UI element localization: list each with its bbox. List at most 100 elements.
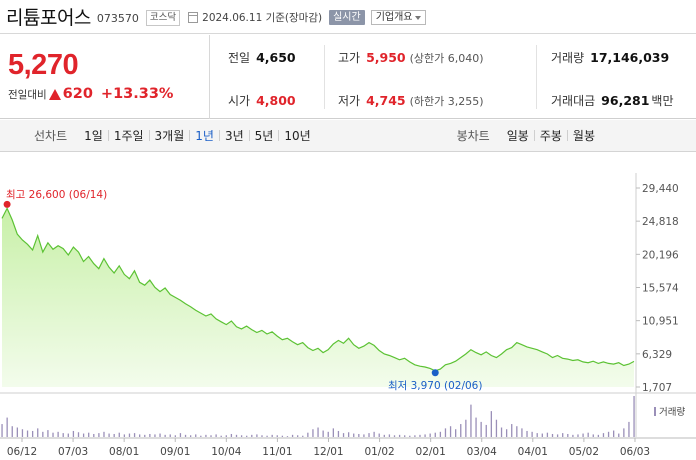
volume-bar — [398, 434, 401, 437]
volume-bar — [230, 433, 233, 437]
tab-period-1[interactable]: 1주일 — [113, 129, 144, 143]
price-box: 5,270 전일대비 620 +13.33% — [0, 35, 210, 119]
x-tick-label: 06/12 — [7, 446, 37, 458]
quote-panel: 5,270 전일대비 620 +13.33% 전일 4,650 고가 5,950… — [0, 35, 696, 119]
stat-label: 거래대금 — [551, 94, 596, 108]
volume-bar — [47, 430, 49, 437]
volume-bar — [607, 431, 610, 437]
high-label: 최고 26,600 (06/14) — [6, 189, 107, 201]
volume-bar — [189, 435, 192, 437]
volume-bar — [536, 433, 538, 437]
volume-bar — [419, 434, 421, 437]
volume-bar — [266, 435, 268, 437]
volume-bar — [455, 429, 457, 437]
realtime-button[interactable]: 실시간 — [329, 10, 365, 25]
volume-bar — [57, 431, 59, 437]
volume-bar — [470, 404, 472, 437]
volume-bar — [164, 434, 166, 437]
volume-bar — [154, 434, 156, 437]
volume-bar — [567, 433, 569, 437]
stat-label: 시가 — [228, 94, 251, 108]
stat-volume: 거래량 17,146,039 — [551, 49, 669, 65]
volume-bar — [577, 434, 579, 437]
price-line — [1, 207, 635, 372]
volume-bar — [342, 433, 345, 437]
y-tick-label: 6,329 — [642, 349, 672, 361]
volume-bar — [332, 428, 334, 437]
tab-divider — [566, 130, 568, 141]
tab-divider — [148, 130, 150, 141]
tab-candle-1[interactable]: 주봉 — [539, 129, 562, 143]
y-tick-label: 1,707 — [642, 382, 672, 394]
volume-bar — [317, 427, 319, 437]
volume-bar — [52, 432, 54, 437]
line-period-tabs: 1일 1주일 3개월 1년 3년 5년 10년 — [79, 127, 316, 144]
volume-bar — [286, 436, 289, 437]
x-tick-label: 07/03 — [58, 446, 88, 458]
tab-period-3[interactable]: 1년 — [195, 129, 214, 143]
volume-bar — [597, 434, 600, 437]
volume-bar — [11, 426, 13, 437]
volume-bar — [174, 435, 176, 437]
volume-bar — [409, 435, 411, 437]
tab-period-5[interactable]: 5년 — [254, 129, 274, 143]
volume-bar — [281, 435, 284, 437]
volume-bar — [225, 435, 227, 437]
stat-label: 저가 — [338, 94, 361, 108]
stat-value: 5,950 — [366, 50, 406, 65]
tab-divider — [248, 130, 250, 141]
volume-bar — [220, 435, 222, 437]
volume-bar — [251, 434, 253, 437]
volume-bar — [358, 433, 360, 437]
volume-bar — [393, 435, 396, 437]
volume-bar — [261, 435, 263, 437]
x-tick-label: 10/04 — [211, 446, 242, 458]
volume-bar — [307, 432, 309, 437]
volume-bar — [572, 434, 574, 437]
change-label: 전일대비 — [8, 88, 47, 101]
volume-bar — [1, 424, 3, 437]
x-tick-label: 12/01 — [313, 446, 343, 458]
volume-bar — [424, 434, 426, 437]
tab-period-2[interactable]: 3개월 — [154, 129, 185, 143]
tab-divider — [107, 130, 109, 141]
tab-candle-2[interactable]: 월봉 — [572, 129, 595, 143]
volume-bar — [113, 433, 115, 437]
volume-bar — [485, 424, 487, 437]
tab-period-0[interactable]: 1일 — [84, 129, 103, 143]
tab-divider — [189, 130, 191, 141]
volume-bar — [368, 433, 370, 437]
x-tick-label: 02/01 — [416, 446, 446, 458]
stat-low: 저가 4,745 (하한가 3,255) — [338, 92, 484, 108]
volume-bar — [556, 434, 559, 437]
volume-bar — [373, 431, 375, 437]
volume-bar — [592, 434, 594, 437]
volume-bar — [103, 431, 105, 437]
volume-bar — [210, 435, 212, 437]
y-tick-label: 15,574 — [642, 282, 679, 294]
up-triangle-icon — [48, 88, 61, 100]
stat-value: 4,650 — [256, 50, 296, 65]
tab-period-4[interactable]: 3년 — [224, 129, 244, 143]
stat-label: 거래량 — [551, 51, 585, 65]
volume-bar — [108, 433, 110, 437]
company-overview-label: 기업개요 — [375, 12, 413, 23]
stock-header: 리튬포어스 073570 코스닥 2024.06.11 기준(장마감) 실시간 … — [0, 0, 696, 34]
volume-bar — [434, 432, 436, 437]
volume-bar — [582, 433, 584, 437]
volume-bar — [587, 432, 589, 437]
tab-period-6[interactable]: 10년 — [284, 129, 311, 143]
market-badge: 코스닥 — [145, 9, 181, 26]
y-tick-label: 10,951 — [642, 316, 679, 328]
volume-bar — [490, 411, 492, 437]
tab-candle-0[interactable]: 일봉 — [506, 129, 529, 143]
volume-bar — [88, 432, 90, 437]
volume-bar — [235, 434, 238, 437]
chart-period-bar: 선차트 1일 1주일 3개월 1년 3년 5년 10년 봉차트 일봉 주봉 월봉 — [0, 120, 696, 152]
price-chart-svg: 29,440 24,818 20,196 15,574 10,951 6,329 1,707… — [0, 153, 696, 460]
tab-divider — [533, 130, 535, 141]
company-overview-button[interactable]: 기업개요 — [370, 10, 426, 25]
x-tick-label: 03/04 — [467, 446, 498, 458]
tab-divider — [278, 130, 280, 141]
stock-name: 리튬포어스 — [6, 7, 91, 29]
